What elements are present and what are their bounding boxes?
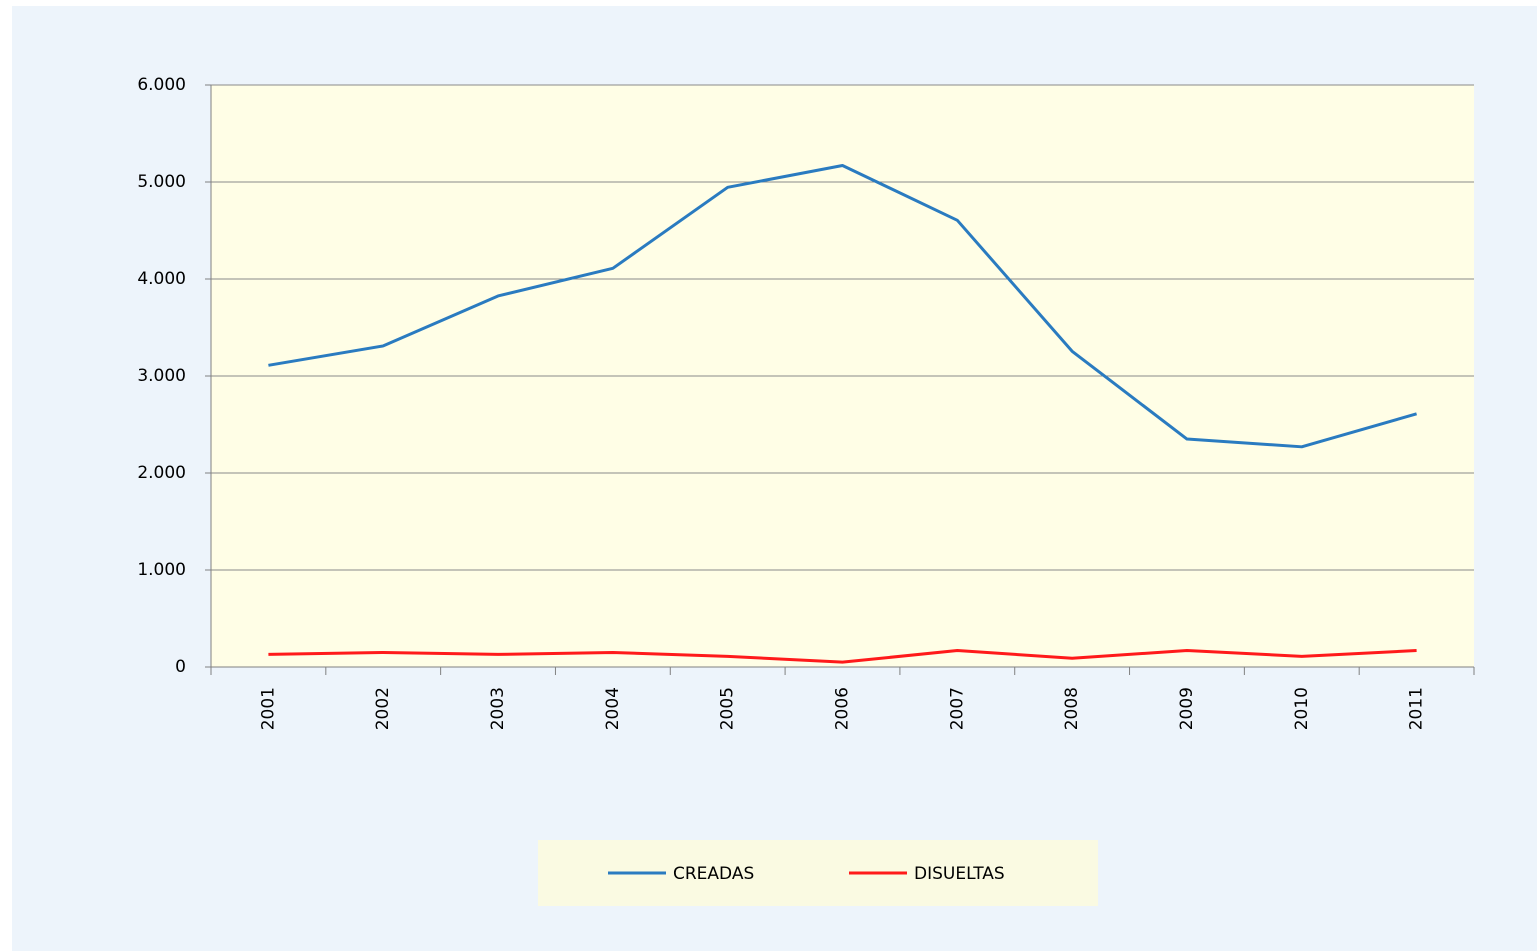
y-tick-label: 4.000 [137, 269, 186, 289]
series-line [268, 164, 1418, 449]
x-tick-label: 2002 [373, 687, 393, 730]
x-tick-label: 2001 [258, 687, 278, 730]
y-tick-label: 3.000 [137, 366, 186, 386]
x-tick-label: 2011 [1407, 687, 1427, 730]
legend-label: CREADAS [673, 864, 754, 884]
y-tick-label: 0 [175, 657, 186, 677]
x-tick-label: 2005 [718, 687, 738, 730]
x-tick-label: 2010 [1292, 687, 1312, 730]
x-tick-label: 2007 [947, 687, 967, 730]
x-tick-label: 2003 [488, 687, 508, 730]
x-tick-label: 2009 [1177, 687, 1197, 730]
x-tick-label: 2004 [603, 687, 623, 730]
y-tick-label: 5.000 [137, 172, 186, 192]
legend-label: DISUELTAS [914, 864, 1005, 884]
series-line [268, 649, 1417, 664]
y-tick-label: 2.000 [137, 463, 186, 483]
x-tick-label: 2008 [1062, 687, 1082, 730]
y-tick-label: 6.000 [137, 75, 186, 95]
x-tick-label: 2006 [833, 687, 853, 730]
y-tick-label: 1.000 [137, 560, 186, 580]
